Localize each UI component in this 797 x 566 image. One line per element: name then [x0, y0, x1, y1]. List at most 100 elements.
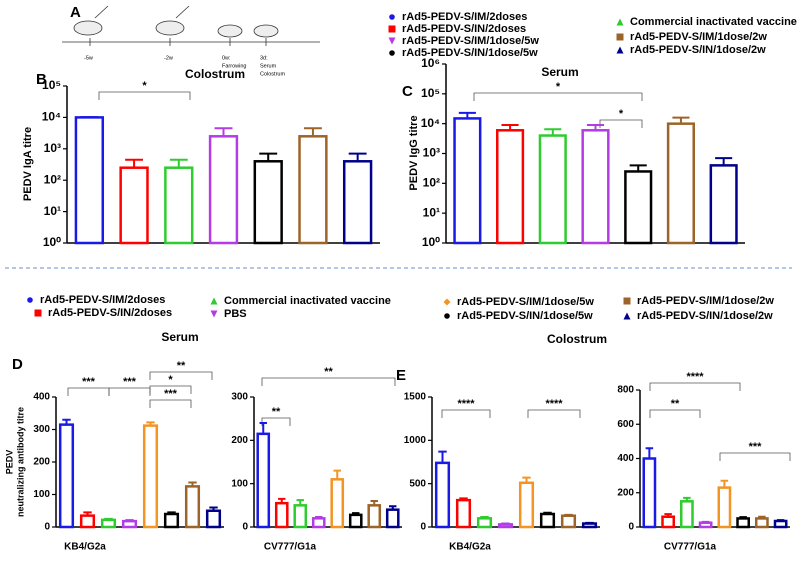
- legend-marker: [210, 310, 218, 318]
- significance-bracket: [149, 399, 192, 408]
- legend-label: rAd5-PEDV-S/IN/2doses: [402, 23, 526, 35]
- error-bar: [715, 157, 733, 166]
- y-tick-label: 10⁶: [421, 56, 440, 70]
- y-axis-label: PEDV IgG titre: [408, 115, 420, 190]
- y-tick-label: 300: [33, 424, 50, 435]
- significance-label: ***: [82, 376, 96, 388]
- bar: [348, 513, 363, 529]
- error-bar: [629, 164, 647, 172]
- legend-label: rAd5-PEDV-S/IM/1dose/5w: [402, 35, 539, 47]
- legend-marker: [623, 297, 631, 305]
- y-tick-label: 500: [409, 478, 426, 489]
- bar: [680, 500, 694, 529]
- error-bar: [259, 152, 278, 162]
- error-bar: [146, 421, 155, 426]
- bar: [560, 514, 577, 529]
- y-tick-label: 10⁴: [42, 110, 61, 124]
- bar: [311, 517, 326, 529]
- error-bar: [776, 519, 785, 522]
- error-bar: [167, 511, 176, 514]
- error-bar: [586, 124, 605, 131]
- significance-label: *: [168, 374, 173, 386]
- error-bar: [501, 124, 519, 131]
- section-title: Colostrum: [547, 332, 607, 346]
- significance-label: *: [619, 108, 624, 120]
- error-bar: [315, 516, 323, 519]
- bar: [518, 481, 535, 529]
- error-bar: [62, 418, 71, 425]
- y-tick-label: 10²: [44, 172, 61, 186]
- error-bar: [169, 158, 188, 168]
- significance-bracket: [441, 409, 491, 418]
- significance-label: ****: [545, 398, 563, 410]
- y-tick-label: 10⁰: [422, 235, 440, 249]
- y-tick-label: 100: [231, 478, 248, 489]
- error-bar: [758, 515, 766, 519]
- y-tick-label: 1000: [404, 435, 427, 446]
- y-tick-label: 10⁰: [43, 235, 61, 249]
- bar: [661, 515, 675, 529]
- bar: [709, 164, 738, 245]
- legend-marker: [616, 46, 624, 54]
- bar: [184, 485, 201, 529]
- bar: [453, 117, 482, 245]
- bar: [100, 518, 117, 529]
- error-bar: [188, 481, 197, 487]
- significance-label: ***: [164, 388, 178, 400]
- bar: [330, 478, 345, 529]
- y-tick-label: 100: [33, 489, 50, 500]
- y-tick-label: 10⁵: [42, 78, 61, 92]
- error-bar: [303, 127, 322, 137]
- error-bar: [522, 476, 531, 483]
- timeline-label: Farrowing: [222, 63, 246, 69]
- y-tick-label: 400: [617, 453, 634, 464]
- x-axis-label: KB4/G2a: [449, 542, 491, 553]
- bar: [717, 486, 732, 529]
- error-bar: [278, 497, 286, 504]
- error-bar: [459, 497, 468, 501]
- error-bar: [585, 521, 594, 524]
- legend-marker: [27, 297, 33, 303]
- legend-marker: [444, 313, 450, 319]
- bar: [163, 512, 180, 529]
- chart-title: Colostrum: [185, 67, 245, 81]
- error-bar: [259, 422, 267, 434]
- bar: [298, 135, 328, 245]
- significance-bracket: [649, 409, 701, 418]
- bar: [538, 134, 567, 245]
- legend-label: rAd5-PEDV-S/IM/1dose/5w: [457, 296, 594, 308]
- error-bar: [458, 111, 476, 119]
- significance-bracket: [527, 409, 581, 418]
- error-bar: [720, 479, 729, 488]
- significance-label: *: [142, 80, 147, 92]
- legend-label: rAd5-PEDV-S/IN/1dose/5w: [457, 310, 593, 322]
- chart-title: Serum: [541, 65, 578, 79]
- y-tick-label: 200: [617, 487, 634, 498]
- bar: [205, 509, 222, 529]
- error-bar: [664, 513, 672, 517]
- legend-marker: [388, 25, 396, 33]
- y-tick-label: 10⁵: [421, 86, 440, 100]
- y-tick-label: 0: [628, 522, 634, 533]
- significance-bracket: [261, 377, 396, 386]
- error-bar: [83, 511, 92, 516]
- significance-bracket: [719, 452, 791, 461]
- bar: [755, 517, 769, 529]
- timeline-graphic: [62, 5, 320, 46]
- legend-marker: [616, 33, 624, 41]
- bar: [293, 504, 308, 529]
- bar: [385, 508, 400, 529]
- error-bar: [480, 516, 489, 519]
- bar: [74, 116, 105, 245]
- x-axis-label: CV777/G1a: [664, 542, 717, 553]
- legend-marker: [34, 309, 42, 317]
- bar: [642, 457, 657, 529]
- timeline-label: 3d:: [260, 55, 268, 61]
- error-bar: [739, 516, 747, 519]
- y-tick-label: 1500: [404, 392, 427, 403]
- significance-bracket: [599, 119, 643, 128]
- panel-letter: A: [70, 4, 81, 21]
- error-bar: [370, 500, 378, 506]
